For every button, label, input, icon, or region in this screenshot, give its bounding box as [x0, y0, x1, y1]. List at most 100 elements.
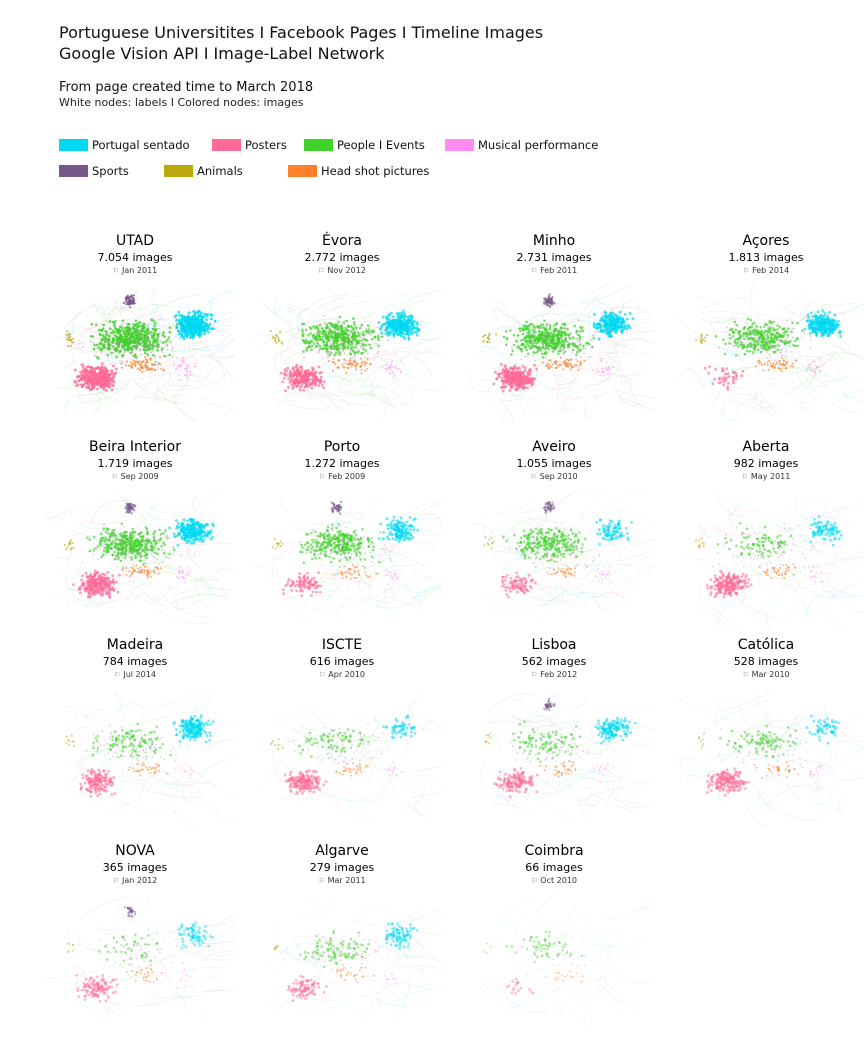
panel-created-date: ⚐Mar 2011 — [242, 876, 442, 886]
panel-date-text: Feb 2011 — [540, 266, 577, 275]
legend-label: Musical performance — [478, 138, 598, 152]
image-label-network — [35, 893, 235, 1033]
panel-university-name: NOVA — [35, 843, 235, 859]
panel-date-text: May 2011 — [751, 472, 790, 481]
panel-image-count: 66 images — [454, 861, 654, 874]
image-label-network — [35, 283, 235, 423]
image-label-network — [242, 283, 442, 423]
image-label-network — [242, 687, 442, 827]
cluster-posters — [280, 364, 326, 392]
cluster-head-shot — [335, 762, 369, 776]
legend-swatch — [304, 139, 333, 151]
cluster-posters — [282, 571, 322, 597]
page-title-line-1: Portuguese Universitites I Facebook Page… — [59, 23, 543, 43]
page-title-line-2: Google Vision API I Image-Label Network — [59, 44, 384, 64]
cluster-animals — [270, 738, 284, 750]
panel-created-date: ⚐Feb 2012 — [454, 670, 654, 680]
calendar-icon: ⚐ — [113, 267, 119, 275]
cluster-people-events — [502, 527, 586, 563]
image-label-network — [666, 687, 864, 827]
panel-date-text: Apr 2010 — [328, 670, 365, 679]
calendar-icon: ⚐ — [318, 267, 324, 275]
panel-image-count: 2.772 images — [242, 251, 442, 264]
panel-date-text: Jul 2014 — [123, 670, 156, 679]
panel-university-name: Coimbra — [454, 843, 654, 859]
network-edges — [480, 692, 654, 822]
calendar-icon: ⚐ — [113, 877, 119, 885]
calendar-icon: ⚐ — [531, 267, 537, 275]
panel-image-count: 616 images — [242, 655, 442, 668]
panel-created-date: ⚐Jan 2011 — [35, 266, 235, 276]
cluster-musical-performance — [384, 761, 404, 776]
cluster-head-shot — [542, 357, 586, 371]
cluster-sports — [543, 501, 555, 514]
cluster-people-events — [506, 931, 584, 959]
panel-date-text: Oct 2010 — [540, 876, 577, 885]
calendar-icon: ⚐ — [531, 671, 537, 679]
panel-date-text: Feb 2012 — [540, 670, 577, 679]
panel-university-name: UTAD — [35, 233, 235, 249]
panel-image-count: 2.731 images — [454, 251, 654, 264]
calendar-icon: ⚐ — [742, 671, 748, 679]
calendar-icon: ⚐ — [742, 473, 748, 481]
calendar-icon: ⚐ — [531, 877, 537, 885]
cluster-head-shot — [128, 762, 169, 777]
panel-university-name: Algarve — [242, 843, 442, 859]
panel-created-date: ⚐Jan 2012 — [35, 876, 235, 886]
panel-image-count: 562 images — [454, 655, 654, 668]
cluster-musical-performance — [385, 565, 399, 586]
panel-date-text: Jan 2012 — [122, 876, 157, 885]
network-edges — [479, 893, 654, 1031]
network-edges — [65, 691, 235, 826]
image-label-network — [454, 489, 654, 629]
cluster-animals — [66, 735, 76, 747]
cluster-portugal-sentado — [803, 309, 842, 337]
panel-date-text: Mar 2011 — [328, 876, 366, 885]
legend-swatch — [164, 165, 193, 177]
image-label-network — [35, 489, 235, 629]
panel-date-text: Sep 2009 — [121, 472, 159, 481]
panel-university-name: Católica — [666, 637, 864, 653]
legend-label: People I Events — [337, 138, 425, 152]
panel-created-date: ⚐Sep 2009 — [35, 472, 235, 482]
panel-university-name: Beira Interior — [35, 439, 235, 455]
cluster-head-shot — [548, 561, 588, 578]
legend-label: Animals — [197, 164, 243, 178]
panel-university-name: Açores — [666, 233, 864, 249]
cluster-head-shot — [754, 761, 800, 779]
panel-image-count: 279 images — [242, 861, 442, 874]
cluster-labels — [521, 933, 586, 975]
cluster-labels — [93, 929, 184, 978]
legend-swatch — [59, 165, 88, 177]
image-label-network — [454, 687, 654, 827]
legend-swatch — [445, 139, 474, 151]
legend-item: Sports — [59, 164, 129, 177]
panel-created-date: ⚐May 2011 — [666, 472, 864, 482]
panel-image-count: 784 images — [35, 655, 235, 668]
cluster-posters — [80, 768, 117, 798]
cluster-posters — [72, 570, 121, 599]
panel-image-count: 7.054 images — [35, 251, 235, 264]
network-edges — [262, 691, 442, 825]
cluster-portugal-sentado — [593, 311, 635, 341]
calendar-icon: ⚐ — [530, 473, 536, 481]
legend-label: Posters — [245, 138, 287, 152]
network-edges — [470, 283, 654, 423]
panel-date-text: Sep 2010 — [540, 472, 578, 481]
panel-image-count: 982 images — [666, 457, 864, 470]
cluster-portugal-sentado — [378, 516, 419, 543]
cluster-animals — [698, 732, 705, 748]
image-label-network — [454, 283, 654, 423]
cluster-animals — [272, 538, 284, 549]
cluster-musical-performance — [809, 765, 825, 784]
panel-created-date: ⚐ Sep 2010 — [454, 472, 654, 482]
panel-created-date: ⚐Feb 2009 — [242, 472, 442, 482]
cluster-head-shot — [539, 760, 576, 778]
